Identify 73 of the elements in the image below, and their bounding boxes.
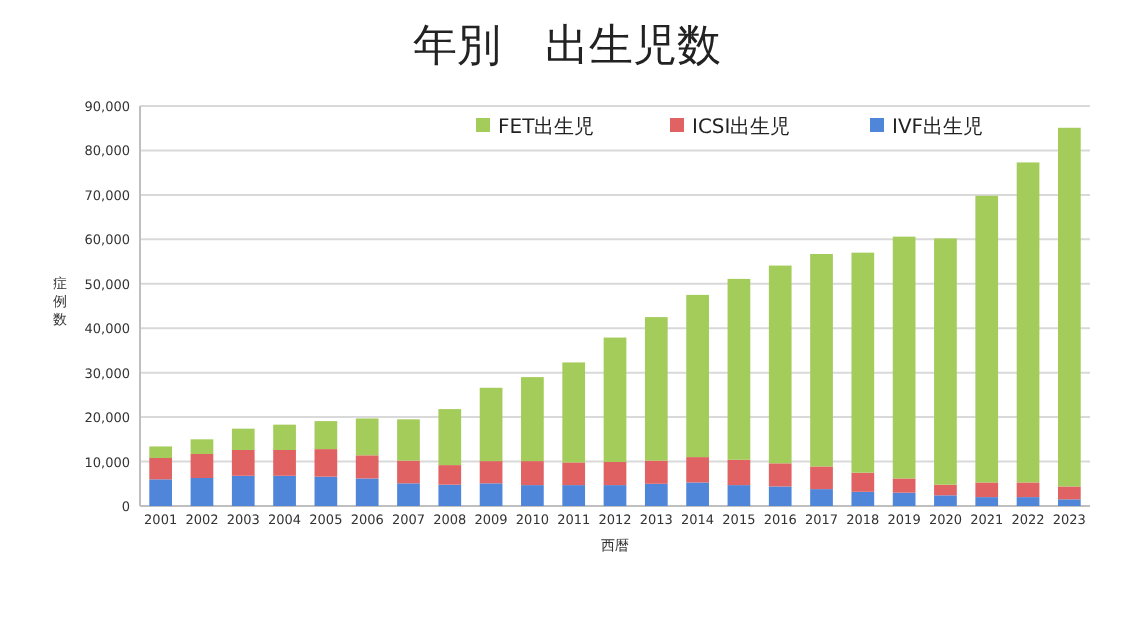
bar [438, 409, 462, 466]
bar [438, 484, 462, 506]
bar [149, 446, 173, 458]
bar [1057, 486, 1081, 500]
bar [521, 377, 544, 462]
bar [768, 265, 792, 464]
bar [231, 428, 255, 450]
bar [686, 457, 709, 483]
bar [190, 478, 214, 506]
bar [768, 463, 792, 487]
bar [479, 461, 503, 484]
bar [521, 461, 544, 486]
bar [892, 236, 916, 479]
bar [562, 462, 586, 486]
bar [686, 482, 709, 506]
bar [355, 478, 379, 506]
bar [768, 486, 792, 506]
bar [273, 475, 296, 506]
bar [644, 483, 668, 506]
bar [562, 362, 586, 463]
bar [603, 485, 627, 506]
bar [190, 439, 214, 454]
bar [810, 254, 833, 467]
bar [190, 454, 214, 478]
bar [851, 252, 875, 473]
bar [810, 489, 833, 506]
bar [810, 466, 833, 490]
bar [975, 195, 999, 483]
bar [149, 458, 173, 480]
bar [644, 460, 668, 484]
bar [438, 465, 462, 485]
bar [1016, 497, 1040, 506]
bar [397, 460, 420, 484]
bar [149, 479, 173, 506]
bar [727, 278, 751, 460]
bar [934, 495, 957, 506]
legend-label: ICSI出生児 [692, 115, 791, 139]
bar [231, 450, 255, 476]
bar [686, 294, 709, 458]
bar [1057, 127, 1081, 487]
bar [975, 482, 999, 498]
bar [1016, 162, 1040, 483]
bar [934, 238, 957, 485]
bar [892, 492, 916, 506]
bar [521, 485, 544, 506]
bar [727, 459, 751, 486]
bar [603, 337, 627, 462]
bar [975, 497, 999, 506]
bar [273, 424, 296, 450]
bar [1057, 499, 1081, 506]
legend-label: FET出生児 [498, 115, 595, 139]
bar [851, 491, 875, 506]
bar [397, 483, 420, 506]
legend-label: IVF出生児 [892, 115, 984, 139]
bar [892, 478, 916, 493]
chart-title: 年別 出生児数 [413, 22, 721, 72]
bar [314, 421, 338, 450]
bar [479, 387, 503, 462]
bar [934, 484, 957, 496]
bar [314, 449, 338, 477]
bar [644, 317, 668, 461]
bar [355, 455, 379, 479]
bar [314, 476, 338, 506]
bar [603, 462, 627, 486]
bar [355, 418, 379, 456]
bar [231, 475, 255, 506]
bar [727, 485, 751, 506]
bar [851, 472, 875, 492]
bar [397, 419, 420, 461]
bar [273, 450, 296, 476]
bar [479, 483, 503, 506]
bar [1016, 482, 1040, 498]
bar [562, 485, 586, 506]
